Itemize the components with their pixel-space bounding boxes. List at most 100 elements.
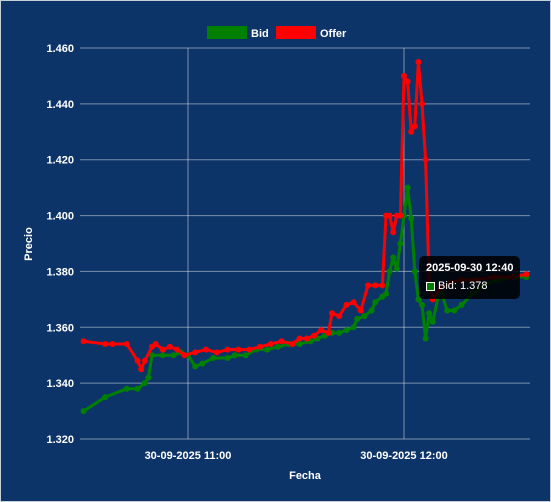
- data-point-bid[interactable]: [350, 324, 357, 331]
- data-point-offer[interactable]: [318, 327, 325, 334]
- data-point-bid[interactable]: [141, 380, 148, 387]
- legend[interactable]: Bid Offer: [207, 26, 347, 40]
- data-point-offer[interactable]: [365, 282, 371, 289]
- data-point-bid[interactable]: [383, 290, 389, 297]
- data-point-offer[interactable]: [267, 341, 274, 347]
- data-point-offer[interactable]: [408, 128, 415, 135]
- data-point-offer[interactable]: [102, 341, 109, 347]
- data-point-bid[interactable]: [192, 363, 199, 370]
- data-point-offer[interactable]: [174, 346, 181, 353]
- data-point-bid[interactable]: [386, 268, 393, 275]
- data-point-offer[interactable]: [159, 346, 166, 353]
- legend-swatch-offer[interactable]: [276, 26, 316, 39]
- data-point-offer[interactable]: [303, 335, 310, 342]
- data-point-offer[interactable]: [246, 346, 253, 353]
- data-point-offer[interactable]: [257, 343, 263, 350]
- tooltip-row: Bid: 1.378: [426, 279, 513, 293]
- data-point-bid[interactable]: [393, 265, 400, 272]
- data-point-offer[interactable]: [411, 123, 418, 130]
- data-point-offer[interactable]: [372, 282, 379, 289]
- y-tick-label: 1.420: [46, 155, 74, 167]
- data-point-offer[interactable]: [278, 338, 285, 345]
- legend-label-offer[interactable]: Offer: [320, 28, 347, 40]
- data-point-offer[interactable]: [181, 352, 188, 359]
- data-point-bid[interactable]: [264, 346, 271, 353]
- legend-label-bid[interactable]: Bid: [251, 28, 269, 40]
- data-point-bid[interactable]: [426, 310, 433, 317]
- data-point-bid[interactable]: [458, 301, 465, 308]
- data-point-bid[interactable]: [224, 355, 231, 361]
- data-point-offer[interactable]: [235, 346, 242, 353]
- data-point-bid[interactable]: [429, 318, 436, 325]
- data-point-offer[interactable]: [390, 229, 397, 236]
- data-point-offer[interactable]: [357, 307, 364, 314]
- data-point-offer[interactable]: [401, 72, 407, 79]
- data-point-offer[interactable]: [404, 78, 411, 85]
- data-point-offer[interactable]: [138, 366, 145, 373]
- data-point-offer[interactable]: [343, 301, 350, 308]
- data-point-offer[interactable]: [80, 338, 87, 345]
- data-point-bid[interactable]: [199, 360, 206, 367]
- data-point-bid[interactable]: [404, 184, 411, 191]
- data-point-offer[interactable]: [224, 346, 231, 353]
- data-point-bid[interactable]: [451, 307, 458, 314]
- data-point-bid[interactable]: [231, 352, 238, 359]
- data-point-offer[interactable]: [123, 341, 130, 347]
- data-point-offer[interactable]: [422, 156, 429, 163]
- data-point-bid[interactable]: [296, 341, 303, 347]
- data-point-bid[interactable]: [336, 329, 343, 336]
- data-point-bid[interactable]: [210, 355, 217, 361]
- data-point-bid[interactable]: [134, 385, 141, 392]
- data-point-bid[interactable]: [275, 343, 281, 350]
- data-point-bid[interactable]: [170, 352, 177, 359]
- data-point-offer[interactable]: [296, 335, 303, 342]
- data-point-bid[interactable]: [390, 254, 397, 261]
- data-point-offer[interactable]: [325, 329, 332, 336]
- data-point-offer[interactable]: [152, 341, 159, 347]
- series-layer: [80, 59, 530, 415]
- data-point-offer[interactable]: [167, 343, 173, 350]
- data-point-offer[interactable]: [134, 357, 141, 364]
- data-point-offer[interactable]: [192, 349, 199, 356]
- data-point-bid[interactable]: [102, 394, 109, 401]
- data-point-bid[interactable]: [242, 352, 249, 359]
- x-tick-label: 30-09-2025 12:00: [360, 450, 447, 462]
- data-point-bid[interactable]: [444, 307, 451, 314]
- data-point-bid[interactable]: [145, 374, 152, 381]
- tooltip-swatch: [426, 281, 435, 291]
- data-point-bid[interactable]: [159, 352, 166, 359]
- series-bid: [80, 184, 530, 415]
- y-tick-label: 1.460: [46, 43, 74, 55]
- data-point-offer[interactable]: [523, 271, 530, 278]
- data-point-offer[interactable]: [213, 349, 220, 356]
- data-point-offer[interactable]: [311, 332, 317, 339]
- data-point-offer[interactable]: [141, 357, 148, 364]
- data-point-bid[interactable]: [408, 215, 415, 222]
- data-point-offer[interactable]: [350, 299, 357, 306]
- data-point-offer[interactable]: [336, 313, 343, 320]
- data-point-offer[interactable]: [415, 59, 422, 65]
- data-point-bid[interactable]: [411, 268, 418, 275]
- x-axis-title: Fecha: [289, 470, 322, 482]
- data-point-bid[interactable]: [372, 299, 379, 306]
- data-point-bid[interactable]: [361, 313, 368, 320]
- data-point-bid[interactable]: [354, 315, 361, 322]
- data-point-bid[interactable]: [343, 327, 350, 334]
- data-point-offer[interactable]: [419, 100, 425, 107]
- data-point-offer[interactable]: [289, 341, 296, 347]
- data-point-offer[interactable]: [379, 282, 386, 289]
- data-point-bid[interactable]: [368, 307, 375, 314]
- data-point-offer[interactable]: [397, 212, 404, 219]
- legend-swatch-bid[interactable]: [207, 26, 247, 39]
- data-point-bid[interactable]: [80, 408, 87, 415]
- data-point-bid[interactable]: [123, 385, 130, 392]
- data-point-offer[interactable]: [203, 346, 209, 353]
- data-point-bid[interactable]: [149, 352, 155, 359]
- data-point-offer[interactable]: [109, 341, 116, 347]
- data-point-bid[interactable]: [422, 335, 429, 342]
- data-point-bid[interactable]: [419, 301, 425, 308]
- data-point-offer[interactable]: [386, 212, 393, 219]
- data-point-bid[interactable]: [397, 240, 404, 247]
- data-point-offer[interactable]: [329, 310, 335, 317]
